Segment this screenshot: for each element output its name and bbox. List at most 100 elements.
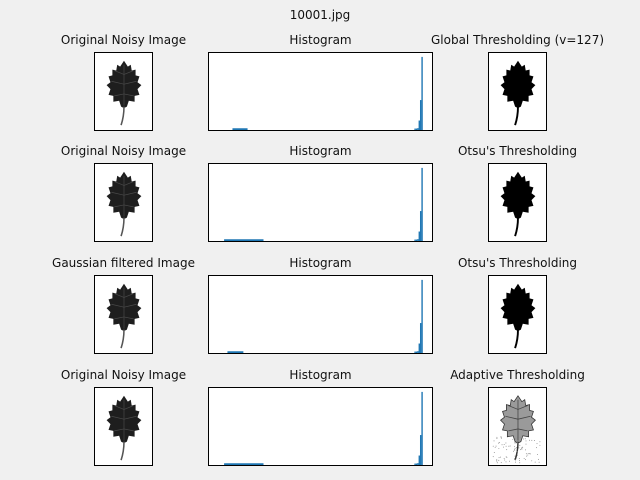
leaf-vein [111, 80, 125, 85]
noise-speck [516, 442, 518, 444]
noise-speck [521, 448, 523, 450]
leaf-stem [514, 106, 519, 126]
noise-speck [523, 458, 525, 460]
leaf-vein [123, 405, 134, 410]
leaf-image [500, 283, 536, 349]
row-3-histogram-panel: Histogram [208, 256, 433, 354]
noise-speck [519, 462, 521, 464]
noise-speck [525, 449, 527, 451]
noise-speck [536, 443, 538, 445]
histogram-bar [418, 455, 420, 465]
noise-speck [531, 439, 533, 441]
leaf-stem [514, 329, 519, 349]
row-1-histogram-panel: Histogram [208, 33, 433, 131]
noise-speck [493, 440, 495, 442]
leaf-vein [114, 428, 125, 432]
leaf-stem [120, 106, 125, 126]
noise-speck [537, 454, 538, 456]
leaf-vein [123, 191, 137, 196]
leaf-stem [514, 441, 519, 461]
noise-speck [534, 461, 536, 463]
noise-speck [505, 456, 507, 458]
leaf-vein [123, 316, 134, 320]
row-3-original-title: Gaussian filtered Image [52, 256, 195, 270]
noise-speck [526, 455, 528, 457]
histogram-bar [415, 128, 418, 130]
leaf-vein [111, 415, 125, 420]
leaf-vein [111, 303, 125, 308]
leaf-vein [123, 80, 137, 85]
leaf-vein [114, 293, 125, 298]
leaf-vein [114, 181, 125, 186]
row-1-threshold-title: Global Thresholding (v=127) [430, 33, 605, 47]
noise-speck [519, 444, 521, 446]
histogram-bar [417, 239, 419, 241]
noise-speck [518, 458, 520, 460]
row-2-threshold-panel: Otsu's Thresholding [458, 144, 577, 242]
row-2-original-title: Original Noisy Image [60, 144, 187, 158]
noise-speck [503, 444, 505, 446]
noise-speck [505, 461, 507, 463]
row-1-original-image [94, 52, 153, 131]
leaf-image [500, 60, 536, 126]
row-3-threshold-panel: Otsu's Thresholding [458, 256, 577, 354]
histogram-peak-1 [414, 56, 423, 130]
histogram-bar-0 [232, 128, 248, 130]
noise-speck [523, 438, 525, 440]
noise-speck [498, 459, 500, 461]
noise-speck [527, 454, 529, 456]
histogram-bar [414, 239, 416, 241]
noise-speck [512, 439, 514, 441]
histogram-bar [415, 351, 418, 353]
leaf-vein [114, 405, 125, 410]
leaf-vein [123, 70, 134, 75]
noise-speck [539, 444, 541, 446]
row-4-histogram-plot [208, 387, 433, 466]
noise-speck [514, 438, 516, 440]
noise-speck [538, 461, 540, 463]
row-2-histogram-panel: Histogram [208, 144, 433, 242]
leaf-image [500, 171, 536, 237]
noise-speck [513, 450, 515, 452]
noise-speck [494, 447, 496, 449]
row-4-threshold-panel: Adaptive Thresholding [450, 368, 585, 466]
noise-speck [515, 447, 517, 449]
histogram-bar [419, 211, 422, 241]
row-2-histogram-plot [208, 163, 433, 242]
noise-speck [503, 458, 505, 460]
noise-speck [499, 442, 501, 444]
noise-speck [500, 436, 502, 438]
histogram-bar [414, 128, 416, 130]
leaf-vein [123, 204, 134, 208]
noise-speck [518, 447, 520, 449]
noise-speck [516, 454, 518, 456]
noise-speck [492, 445, 494, 447]
histogram-bar [417, 463, 419, 465]
noise-speck [501, 444, 503, 446]
row-3-threshold-title: Otsu's Thresholding [457, 256, 578, 270]
histogram-bar [417, 351, 419, 353]
leaf-image [492, 395, 541, 464]
histogram-bar-0 [227, 351, 244, 353]
noise-speck [505, 442, 507, 444]
noise-speck [514, 458, 515, 460]
noise-speck [536, 447, 538, 449]
histogram-svg [224, 391, 423, 465]
noise-speck [516, 437, 518, 439]
leaf-vein [508, 428, 519, 432]
noise-speck [498, 442, 500, 444]
noise-speck [509, 445, 511, 447]
leaf-vein [114, 316, 125, 320]
leaf-vein [517, 405, 528, 410]
leaf-vein [505, 415, 519, 420]
row-4-histogram-panel: Histogram [208, 368, 433, 466]
histogram-bar-0 [224, 239, 264, 241]
leaf-vein [123, 415, 137, 420]
noise-speck [498, 447, 500, 449]
leaf-stem [120, 217, 125, 237]
noise-speck [529, 453, 531, 455]
histogram-bar [415, 239, 418, 241]
row-3-threshold-image [488, 275, 547, 354]
row-4-threshold-title: Adaptive Thresholding [450, 368, 585, 382]
row-1-original-title: Original Noisy Image [60, 33, 187, 47]
